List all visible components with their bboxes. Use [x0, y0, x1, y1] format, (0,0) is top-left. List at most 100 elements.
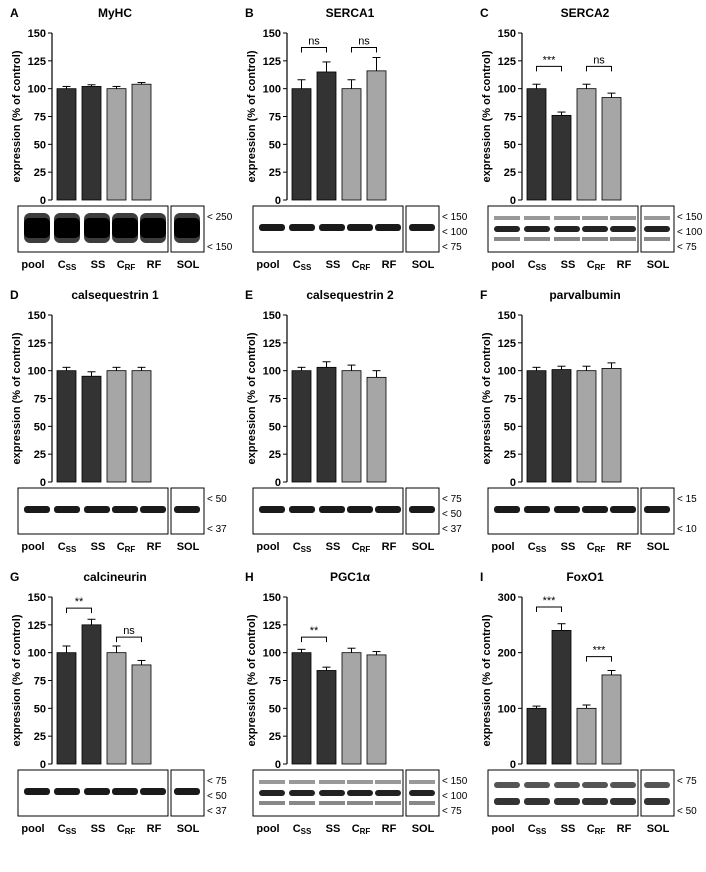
y-tick-label: 150 [28, 28, 46, 40]
y-tick-label: 150 [263, 28, 281, 40]
lane-label-main: C [58, 541, 66, 553]
lane-label-subscript: SS [536, 263, 547, 272]
blot-lane-label: RF [617, 823, 632, 835]
sol-lane-label: SOL [647, 823, 670, 835]
significance-bracket [586, 656, 612, 662]
blot-size-marker: < 100 [442, 227, 468, 238]
blot-band [494, 506, 520, 513]
blot-band [409, 506, 435, 513]
blot-lane-label: CSS [293, 823, 312, 836]
lane-label-main: C [352, 541, 360, 553]
blot-size-marker: < 150 [442, 212, 468, 223]
blot-size-marker: < 10 [677, 524, 697, 535]
blot-size-marker: < 50 [677, 806, 697, 817]
blot-lane-label: CRF [117, 541, 136, 554]
blot-band [409, 790, 435, 796]
y-tick-label: 0 [275, 759, 281, 771]
bar [291, 652, 312, 765]
blot-band [554, 237, 580, 241]
y-tick-label: 75 [34, 394, 46, 406]
blot-band [319, 224, 345, 231]
lane-label-main: pool [256, 541, 279, 553]
lane-label-main: pool [21, 541, 44, 553]
bar [526, 370, 547, 483]
bar [366, 70, 387, 201]
blot-lane-label: CRF [117, 823, 136, 836]
y-tick-label: 75 [504, 112, 516, 124]
blot-lane-label: CRF [352, 541, 371, 554]
blot-lane-label: SS [326, 541, 341, 553]
blot-lane-label: pool [491, 541, 514, 553]
lane-label-subscript: RF [595, 545, 606, 554]
blot-band [644, 782, 670, 788]
blot-band [140, 506, 166, 513]
blot-band [610, 216, 636, 220]
blot-lane-label: RF [382, 823, 397, 835]
sol-lane-label: SOL [647, 541, 670, 553]
blot-band [174, 788, 200, 795]
panel-title: parvalbumin [549, 288, 620, 302]
lane-label-main: SS [326, 259, 341, 271]
y-tick-label: 150 [263, 310, 281, 322]
y-tick-label: 100 [263, 84, 281, 96]
lane-label-main: pool [491, 823, 514, 835]
blot-lane-label: RF [147, 823, 162, 835]
lane-label-subscript: SS [66, 545, 77, 554]
blot-lane-label: CRF [587, 823, 606, 836]
lane-label-main: C [528, 823, 536, 835]
blot-lane-label: pool [21, 823, 44, 835]
y-tick-label: 0 [275, 477, 281, 489]
y-tick-label: 25 [504, 449, 516, 461]
western-blot-box [487, 769, 639, 817]
lane-label-main: C [117, 259, 125, 271]
blot-band [259, 224, 285, 231]
blot-band [554, 506, 580, 513]
blot-lane-label: pool [21, 541, 44, 553]
lane-label-main: RF [147, 259, 162, 271]
blot-band [289, 224, 315, 231]
blot-band [610, 798, 636, 805]
y-tick-label: 100 [263, 648, 281, 660]
blot-band [347, 506, 373, 513]
blot-band [644, 216, 670, 220]
y-axis-label: expression (% of control) [11, 332, 23, 464]
sol-blot-box [640, 769, 675, 817]
bar [131, 83, 152, 201]
significance-bracket [116, 636, 142, 643]
blot-lane-label: SS [561, 541, 576, 553]
blot-band [259, 780, 285, 784]
bar [56, 88, 77, 201]
blot-band [554, 782, 580, 788]
panel-title: FoxO1 [566, 570, 604, 584]
blot-band [582, 506, 608, 513]
blot-size-marker: < 50 [207, 791, 227, 802]
bar [601, 674, 622, 765]
significance-label: ns [308, 35, 320, 47]
y-tick-label: 150 [498, 310, 516, 322]
blot-band [582, 237, 608, 241]
lane-label-subscript: RF [360, 827, 371, 836]
y-tick-label: 75 [269, 112, 281, 124]
blot-band [289, 790, 315, 796]
y-axis-label: expression (% of control) [246, 332, 258, 464]
y-tick-label: 75 [269, 676, 281, 688]
significance-label: *** [593, 645, 607, 657]
panel-letter: D [10, 288, 19, 302]
blot-lane-label: RF [382, 541, 397, 553]
blot-band [140, 788, 166, 795]
blot-band [554, 216, 580, 220]
y-tick-label: 0 [40, 477, 46, 489]
blot-size-marker: < 100 [677, 227, 703, 238]
y-tick-label: 0 [40, 759, 46, 771]
y-tick-label: 25 [34, 449, 46, 461]
blot-size-marker: < 75 [442, 242, 462, 253]
blot-size-marker: < 75 [677, 242, 697, 253]
lane-label-main: C [352, 823, 360, 835]
blot-lane-label: pool [256, 259, 279, 271]
y-axis-label: expression (% of control) [246, 614, 258, 746]
significance-bracket [301, 636, 327, 643]
sol-lane-label: SOL [177, 823, 200, 835]
blot-lane-label: RF [147, 541, 162, 553]
blot-band [289, 506, 315, 513]
blot-band [610, 226, 636, 232]
